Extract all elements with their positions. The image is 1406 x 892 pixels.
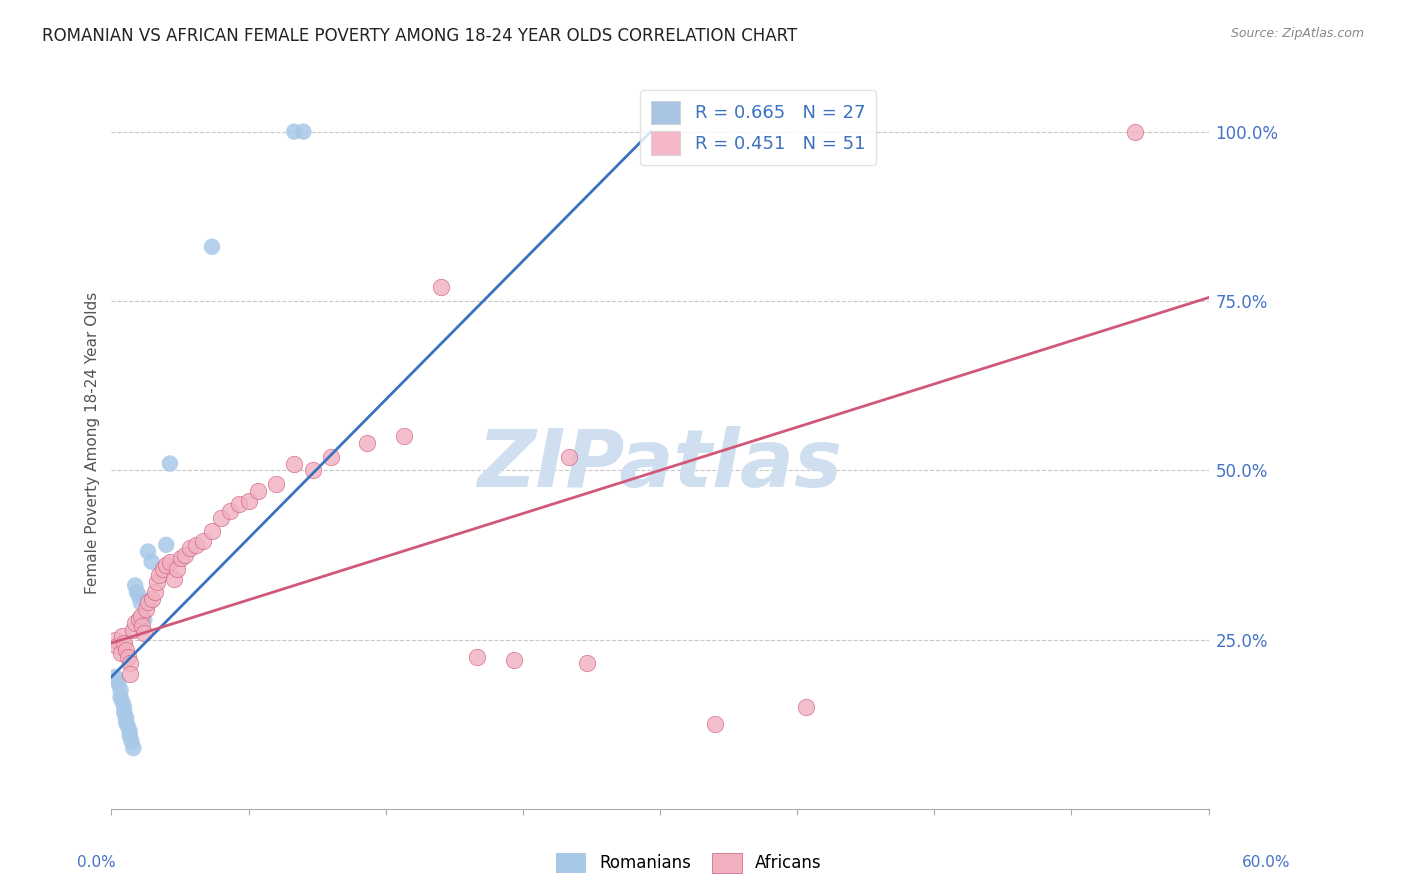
Text: ZIPatlas: ZIPatlas <box>478 426 842 504</box>
Point <box>112 700 135 714</box>
Point <box>292 125 315 139</box>
Point <box>112 636 135 650</box>
Point <box>110 690 132 705</box>
Point <box>1125 125 1147 139</box>
Point <box>465 649 488 664</box>
Text: 0.0%: 0.0% <box>77 855 117 870</box>
Point <box>301 463 323 477</box>
Point <box>117 649 139 664</box>
Point <box>129 609 152 624</box>
Point <box>228 497 250 511</box>
Point <box>146 575 169 590</box>
Point <box>557 450 579 464</box>
Point <box>159 457 181 471</box>
Point <box>131 619 153 633</box>
Point <box>264 476 287 491</box>
Point <box>125 585 148 599</box>
Point <box>134 626 156 640</box>
Point <box>155 558 177 573</box>
Point <box>124 578 146 592</box>
Point <box>703 717 725 731</box>
Text: 60.0%: 60.0% <box>1243 855 1291 870</box>
Point <box>115 710 138 724</box>
Point <box>246 483 269 498</box>
Point <box>184 538 207 552</box>
Point <box>191 534 214 549</box>
Point <box>110 683 132 698</box>
Point <box>118 666 141 681</box>
Point <box>122 741 145 756</box>
Point <box>209 510 232 524</box>
Point <box>283 457 305 471</box>
Point <box>110 646 132 660</box>
Point <box>115 715 138 730</box>
Point <box>238 493 260 508</box>
Point <box>201 524 224 539</box>
Point <box>129 595 152 609</box>
Point <box>148 568 170 582</box>
Point <box>134 612 156 626</box>
Point <box>179 541 201 556</box>
Point <box>141 592 163 607</box>
Point <box>575 657 598 671</box>
Point <box>111 629 134 643</box>
Point <box>159 555 181 569</box>
Point <box>162 572 184 586</box>
Point <box>136 544 159 558</box>
Point <box>115 642 138 657</box>
Point <box>118 729 141 743</box>
Text: ROMANIAN VS AFRICAN FEMALE POVERTY AMONG 18-24 YEAR OLDS CORRELATION CHART: ROMANIAN VS AFRICAN FEMALE POVERTY AMONG… <box>42 27 797 45</box>
Legend: R = 0.665   N = 27, R = 0.451   N = 51: R = 0.665 N = 27, R = 0.451 N = 51 <box>640 90 876 165</box>
Point <box>105 673 128 688</box>
Point <box>118 657 141 671</box>
Point <box>141 555 163 569</box>
Point <box>319 450 342 464</box>
Legend: Romanians, Africans: Romanians, Africans <box>550 847 828 880</box>
Point <box>152 561 174 575</box>
Point <box>128 589 150 603</box>
Point <box>104 632 127 647</box>
Point <box>283 125 305 139</box>
Point <box>201 240 224 254</box>
Point <box>111 695 134 709</box>
Point <box>173 548 195 562</box>
Text: Source: ZipAtlas.com: Source: ZipAtlas.com <box>1230 27 1364 40</box>
Point <box>135 602 157 616</box>
Point <box>155 538 177 552</box>
Point <box>166 561 188 575</box>
Point <box>502 653 524 667</box>
Point <box>107 676 129 690</box>
Point <box>392 429 415 443</box>
Point <box>356 436 378 450</box>
Point <box>105 640 128 654</box>
Point <box>121 734 143 748</box>
Point <box>124 615 146 630</box>
Point <box>117 719 139 733</box>
Point <box>429 280 451 294</box>
Point <box>794 700 817 714</box>
Point <box>170 551 193 566</box>
Point <box>122 623 145 637</box>
Point <box>219 504 242 518</box>
Point <box>143 585 166 599</box>
Point <box>136 595 159 609</box>
Point <box>118 724 141 739</box>
Point <box>128 612 150 626</box>
Point <box>104 670 127 684</box>
Point <box>112 706 135 720</box>
Y-axis label: Female Poverty Among 18-24 Year Olds: Female Poverty Among 18-24 Year Olds <box>86 292 100 594</box>
